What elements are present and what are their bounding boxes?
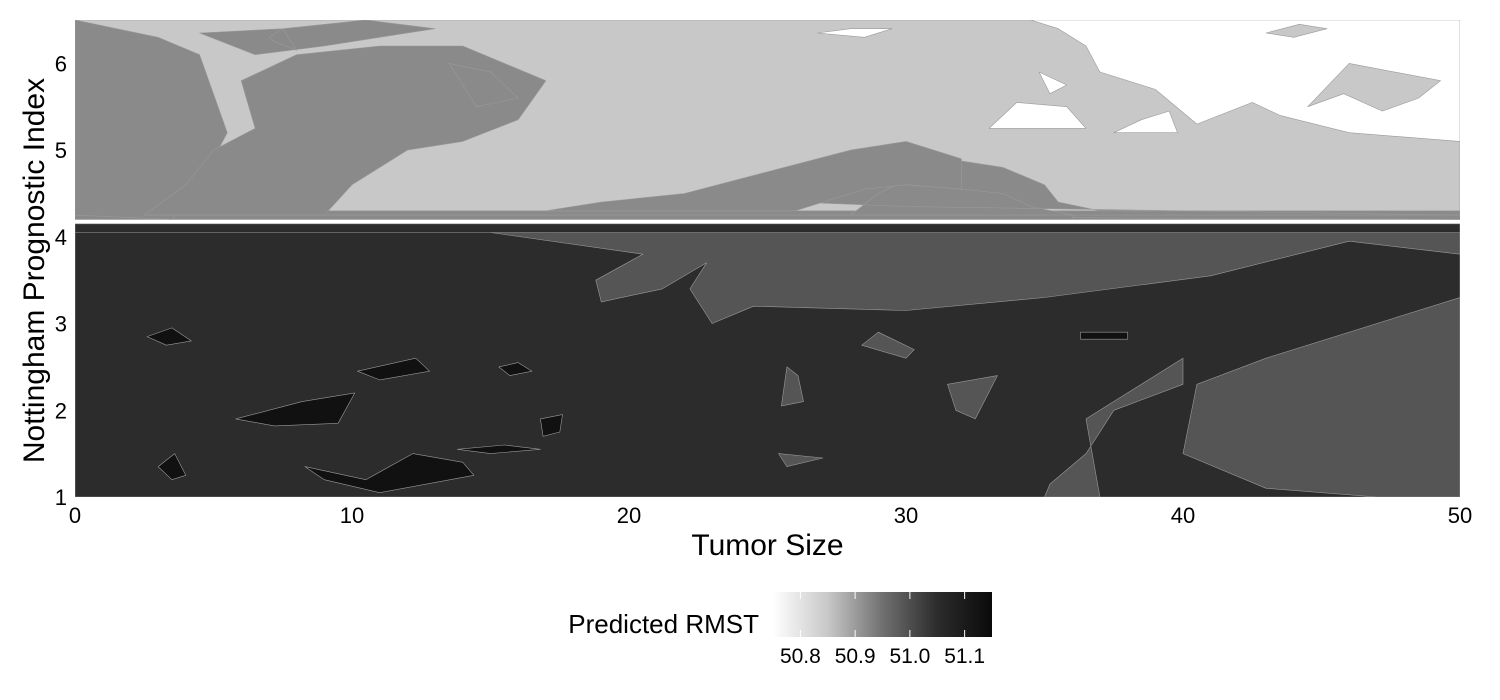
legend-tick-label: 50.8 xyxy=(780,645,821,668)
contour-region xyxy=(1030,20,1460,142)
contour-region xyxy=(545,141,962,212)
x-tick-label: 40 xyxy=(1171,503,1195,528)
x-axis-title: Tumor Size xyxy=(691,529,843,562)
contour-regions xyxy=(75,20,1460,497)
y-axis-title: Nottingham Prognostic Index xyxy=(18,78,51,463)
contour-region xyxy=(75,223,1460,497)
contour-region xyxy=(817,28,893,38)
legend-tick-label: 50.9 xyxy=(835,645,876,668)
x-tick-label: 50 xyxy=(1448,503,1472,528)
contour-region xyxy=(235,392,356,427)
x-tick-label: 10 xyxy=(340,503,364,528)
contour-region xyxy=(947,375,998,420)
y-axis: 1 2 3 4 5 6 xyxy=(55,51,67,510)
contour-region xyxy=(357,357,430,381)
legend-title: Predicted RMST xyxy=(568,609,759,639)
contour-region xyxy=(1113,110,1178,133)
contour-region xyxy=(456,444,541,454)
contour-region xyxy=(1265,23,1328,38)
y-tick-label: 4 xyxy=(55,225,67,250)
plot-area xyxy=(75,20,1460,497)
x-axis: 0 10 20 30 40 50 xyxy=(69,503,1472,528)
y-tick-label: 1 xyxy=(55,485,67,510)
contour-region xyxy=(1071,214,1460,220)
contour-region xyxy=(304,453,475,494)
contour-region xyxy=(75,232,1460,324)
x-tick-label: 0 xyxy=(69,503,81,528)
contour-region xyxy=(1307,63,1441,112)
legend-tick-label: 51.1 xyxy=(944,645,985,668)
contour-region xyxy=(988,102,1087,129)
y-tick-label: 3 xyxy=(55,312,67,337)
contour-region xyxy=(778,453,824,467)
y-tick-label: 2 xyxy=(55,398,67,423)
y-tick-label: 6 xyxy=(55,51,67,76)
contour-region xyxy=(1182,297,1460,497)
contour-region xyxy=(781,366,804,407)
contour-region xyxy=(144,45,547,216)
legend-ticks: 50.8 50.9 51.0 51.1 xyxy=(780,592,985,668)
x-tick-label: 30 xyxy=(894,503,918,528)
legend-colorbar xyxy=(773,592,992,637)
contour-region xyxy=(540,414,563,437)
contour-region xyxy=(1080,331,1128,340)
x-tick-label: 20 xyxy=(617,503,641,528)
contour-region xyxy=(1038,71,1067,94)
legend-tick-label: 51.0 xyxy=(889,645,930,668)
contour-region xyxy=(498,362,533,376)
contour-region xyxy=(157,453,187,481)
contour-region xyxy=(1044,357,1184,497)
color-legend: Predicted RMST 50.8 50.9 51.0 51.1 xyxy=(568,592,992,668)
contour-region xyxy=(199,20,436,56)
contour-region xyxy=(861,331,915,359)
contour-region xyxy=(268,28,297,51)
contour-region xyxy=(448,63,519,107)
contour-region xyxy=(146,327,192,346)
y-tick-label: 5 xyxy=(55,138,67,163)
